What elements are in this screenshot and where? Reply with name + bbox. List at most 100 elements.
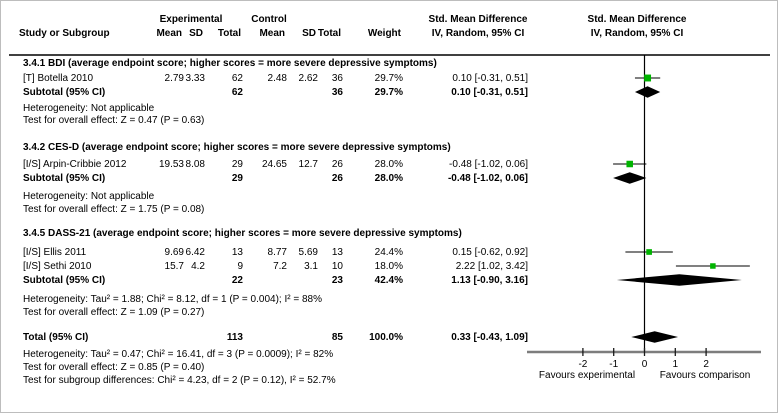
mean-experimental-header: Mean — [156, 28, 182, 39]
row-stat: Test for overall effect: Z = 0.47 (P = 0… — [1, 115, 529, 127]
row-heading: 3.4.2 CES-D (average endpoint score; hig… — [1, 142, 529, 154]
cell-total-experimental: 62 — [231, 87, 243, 98]
sd-experimental-header: SD — [189, 28, 203, 39]
cell-mean-experimental: 19.53 — [158, 159, 184, 170]
x-axis-tick-label: -1 — [609, 359, 618, 370]
cell-smd-ci: 0.15 [-0.62, 0.92] — [452, 247, 528, 258]
cell-weight: 18.0% — [374, 261, 403, 272]
row-subtotal: Subtotal (95% CI) 29 26 28.0% -0.48 [-1.02, … — [1, 173, 529, 185]
cell-sd-experimental: 3.33 — [185, 73, 205, 84]
row-stat: Heterogeneity: Not applicable — [1, 103, 529, 115]
row-label: Test for overall effect: Z = 1.09 (P = 0… — [23, 307, 205, 318]
row-label: [T] Botella 2010 — [23, 73, 94, 84]
total-control-header: Total — [317, 28, 341, 39]
study-point-marker — [646, 249, 652, 255]
favours-comparison-label: Favours comparison — [659, 370, 751, 381]
x-axis-tick-label: 2 — [703, 359, 709, 370]
mean-control-header: Mean — [259, 28, 285, 39]
cell-mean-control: 8.77 — [267, 247, 287, 258]
study-column-header: Study or Subgroup — [19, 28, 110, 39]
summary-diamond — [631, 331, 679, 343]
row-label: Total (95% CI) — [23, 332, 89, 343]
row-stat: Test for subgroup differences: Chi² = 4.… — [1, 375, 529, 387]
row-label: 3.4.2 CES-D (average endpoint score; hig… — [23, 142, 451, 153]
cell-total-control: 26 — [331, 173, 343, 184]
row-label: 3.4.5 DASS-21 (average endpoint score; h… — [23, 228, 462, 239]
row-study: [I/S] Arpin-Cribbie 2012 19.53 8.08 29 24.65… — [1, 159, 529, 171]
summary-diamond — [616, 274, 742, 286]
cell-total-control: 36 — [331, 73, 343, 84]
cell-smd-ci: -0.48 [-1.02, 0.06] — [449, 159, 528, 170]
cell-mean-control: 2.48 — [267, 73, 287, 84]
cell-sd-control: 2.62 — [298, 73, 318, 84]
cell-sd-experimental: 8.08 — [185, 159, 205, 170]
row-label: 3.4.1 BDI (average endpoint score; highe… — [23, 58, 437, 69]
cell-weight: 29.7% — [374, 87, 403, 98]
cell-smd-ci: 2.22 [1.02, 3.42] — [455, 261, 528, 272]
row-stat: Heterogeneity: Tau² = 1.88; Chi² = 8.12,… — [1, 294, 529, 306]
cell-smd-ci: 1.13 [-0.90, 3.16] — [451, 275, 528, 286]
row-study: [I/S] Ellis 2011 9.69 6.42 13 8.77 5.69 13 24.4… — [1, 247, 529, 259]
col-group-control: Control — [251, 14, 287, 25]
cell-total-experimental: 9 — [237, 261, 243, 272]
cell-sd-control: 3.1 — [304, 261, 318, 272]
cell-sd-control: 5.69 — [298, 247, 318, 258]
row-subtotal: Subtotal (95% CI) 62 36 29.7% 0.10 [-0.31, 0… — [1, 87, 529, 99]
row-label: Heterogeneity: Not applicable — [23, 191, 155, 202]
cell-total-experimental: 13 — [231, 247, 243, 258]
row-stat: Test for overall effect: Z = 1.75 (P = 0… — [1, 204, 529, 216]
cell-mean-experimental: 2.79 — [164, 73, 184, 84]
x-axis-tick-label: 1 — [673, 359, 679, 370]
row-label: [I/S] Arpin-Cribbie 2012 — [23, 159, 127, 170]
cell-total-control: 10 — [331, 261, 343, 272]
cell-weight: 100.0% — [369, 332, 403, 343]
cell-total-experimental: 29 — [231, 159, 243, 170]
row-total: Total (95% CI) 113 85 100.0% 0.33 [-0.43, 1.… — [1, 332, 529, 344]
row-label: Test for subgroup differences: Chi² = 4.… — [23, 375, 336, 386]
row-label: Subtotal (95% CI) — [23, 173, 106, 184]
row-label: Test for overall effect: Z = 1.75 (P = 0… — [23, 204, 205, 215]
cell-total-experimental: 22 — [231, 275, 243, 286]
row-label: Subtotal (95% CI) — [23, 275, 106, 286]
study-point-marker — [710, 263, 716, 269]
cell-smd-ci: 0.10 [-0.31, 0.51] — [452, 73, 528, 84]
row-heading: 3.4.5 DASS-21 (average endpoint score; h… — [1, 228, 529, 240]
cell-smd-ci: -0.48 [-1.02, 0.06] — [447, 173, 528, 184]
cell-total-control: 23 — [331, 275, 343, 286]
study-point-marker — [644, 74, 652, 82]
cell-weight: 42.4% — [374, 275, 403, 286]
smd-column-title: Std. Mean Difference — [428, 14, 528, 25]
cell-smd-ci: 0.10 [-0.31, 0.51] — [451, 87, 528, 98]
row-stat: Test for overall effect: Z = 1.09 (P = 0… — [1, 307, 529, 319]
row-label: [I/S] Sethi 2010 — [23, 261, 92, 272]
row-label: Subtotal (95% CI) — [23, 87, 106, 98]
cell-total-control: 13 — [331, 247, 343, 258]
smd-plot-title: Std. Mean Difference — [587, 14, 687, 25]
cell-weight: 28.0% — [374, 159, 403, 170]
cell-total-control: 85 — [331, 332, 343, 343]
total-experimental-header: Total — [217, 28, 241, 39]
x-axis-tick-label: -2 — [578, 359, 587, 370]
study-point-marker — [626, 160, 633, 168]
smd-column-subtitle: IV, Random, 95% CI — [431, 28, 525, 39]
smd-plot-subtitle: IV, Random, 95% CI — [590, 28, 684, 39]
summary-diamond — [634, 86, 661, 98]
row-study: [T] Botella 2010 2.79 3.33 62 2.48 2.62 36 29.7… — [1, 73, 529, 85]
row-label: Heterogeneity: Tau² = 0.47; Chi² = 16.41… — [23, 349, 334, 360]
cell-mean-control: 7.2 — [273, 261, 287, 272]
cell-weight: 28.0% — [374, 173, 403, 184]
row-stat: Heterogeneity: Tau² = 0.47; Chi² = 16.41… — [1, 349, 529, 361]
row-label: Test for overall effect: Z = 0.47 (P = 0… — [23, 115, 205, 126]
summary-diamond — [613, 172, 647, 184]
x-axis-tick-label: 0 — [642, 359, 648, 370]
cell-smd-ci: 0.33 [-0.43, 1.09] — [451, 332, 528, 343]
cell-sd-experimental: 6.42 — [185, 247, 205, 258]
cell-sd-control: 12.7 — [298, 159, 318, 170]
col-group-experimental: Experimental — [159, 14, 223, 25]
cell-weight: 29.7% — [374, 73, 403, 84]
row-heading: 3.4.1 BDI (average endpoint score; highe… — [1, 58, 529, 70]
cell-weight: 24.4% — [374, 247, 403, 258]
weight-column-header: Weight — [367, 28, 401, 39]
row-label: Test for overall effect: Z = 0.85 (P = 0… — [23, 362, 205, 373]
